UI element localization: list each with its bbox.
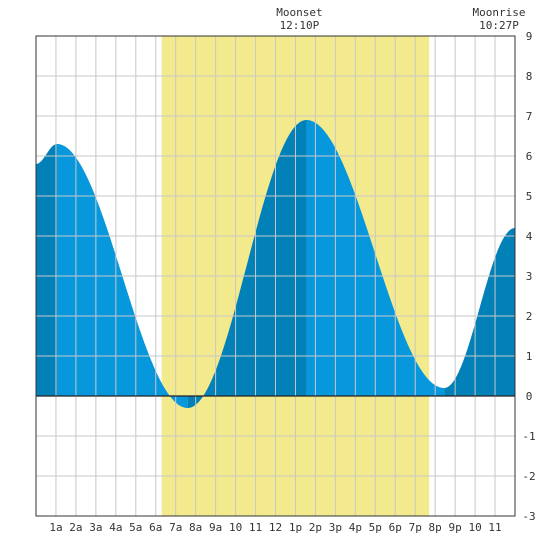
x-tick-label: 8p (429, 521, 442, 534)
x-tick-label: 4p (349, 521, 362, 534)
x-tick-label: 5a (129, 521, 142, 534)
x-tick-label: 3p (329, 521, 342, 534)
x-tick-label: 10 (229, 521, 242, 534)
x-tick-label: 9a (209, 521, 222, 534)
x-tick-label: 12 (269, 521, 282, 534)
annotation-time: 10:27P (479, 19, 519, 32)
annotation-title: Moonrise (473, 6, 526, 19)
x-tick-label: 5p (369, 521, 382, 534)
x-tick-label: 1p (289, 521, 302, 534)
tide-area-rising (36, 144, 57, 396)
x-tick-label: 11 (249, 521, 262, 534)
x-tick-label: 11 (488, 521, 501, 534)
y-tick-label: 5 (526, 190, 533, 203)
y-tick-label: -2 (522, 470, 535, 483)
x-tick-label: 9p (449, 521, 462, 534)
x-tick-label: 8a (189, 521, 202, 534)
tide-area-rising (444, 228, 515, 396)
y-tick-label: 2 (526, 310, 533, 323)
y-tick-label: 4 (526, 230, 533, 243)
y-tick-label: 9 (526, 30, 533, 43)
x-tick-label: 1a (49, 521, 62, 534)
x-tick-label: 10 (468, 521, 481, 534)
annotation-time: 12:10P (280, 19, 320, 32)
y-tick-label: 8 (526, 70, 533, 83)
x-tick-label: 6a (149, 521, 162, 534)
x-tick-label: 3a (89, 521, 102, 534)
y-tick-label: 0 (526, 390, 533, 403)
x-tick-label: 4a (109, 521, 122, 534)
x-tick-label: 7p (409, 521, 422, 534)
y-tick-label: 3 (526, 270, 533, 283)
y-tick-label: -1 (522, 430, 535, 443)
plot-frame (35, 35, 516, 517)
y-tick-label: 1 (526, 350, 533, 363)
y-tick-label: -3 (522, 510, 535, 523)
x-tick-label: 2p (309, 521, 322, 534)
x-tick-label: 6p (389, 521, 402, 534)
tide-area-rising (187, 120, 307, 408)
x-tick-label: 7a (169, 521, 182, 534)
y-tick-label: 6 (526, 150, 533, 163)
annotation-title: Moonset (276, 6, 322, 19)
y-tick-label: 7 (526, 110, 533, 123)
x-tick-label: 2a (69, 521, 82, 534)
